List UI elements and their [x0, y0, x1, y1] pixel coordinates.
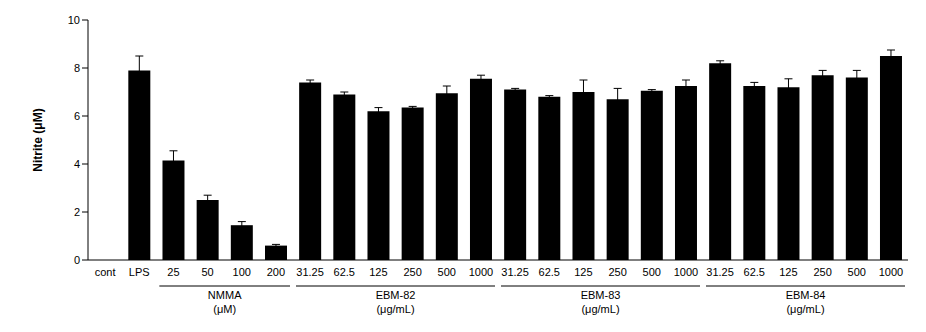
- svg-text:500: 500: [848, 266, 866, 278]
- svg-text:6: 6: [74, 110, 80, 122]
- svg-text:0: 0: [74, 254, 80, 266]
- svg-text:31.25: 31.25: [501, 266, 529, 278]
- svg-text:(μg/mL): (μg/mL): [581, 303, 619, 315]
- svg-text:250: 250: [608, 266, 626, 278]
- svg-text:(μM): (μM): [213, 303, 236, 315]
- svg-text:125: 125: [574, 266, 592, 278]
- svg-text:50: 50: [201, 266, 213, 278]
- svg-text:4: 4: [74, 158, 80, 170]
- svg-text:LPS: LPS: [129, 266, 150, 278]
- svg-text:(μg/mL): (μg/mL): [786, 303, 824, 315]
- svg-text:EBM-82: EBM-82: [376, 289, 416, 301]
- svg-text:EBM-84: EBM-84: [786, 289, 826, 301]
- svg-text:31.25: 31.25: [296, 266, 324, 278]
- svg-text:31.25: 31.25: [706, 266, 734, 278]
- svg-text:1000: 1000: [879, 266, 903, 278]
- svg-text:8: 8: [74, 62, 80, 74]
- svg-text:62.5: 62.5: [744, 266, 765, 278]
- svg-text:500: 500: [643, 266, 661, 278]
- svg-text:62.5: 62.5: [539, 266, 560, 278]
- svg-text:NMMA: NMMA: [208, 289, 242, 301]
- svg-text:200: 200: [267, 266, 285, 278]
- svg-text:2: 2: [74, 206, 80, 218]
- svg-text:EBM-83: EBM-83: [581, 289, 621, 301]
- svg-text:25: 25: [167, 266, 179, 278]
- svg-text:100: 100: [233, 266, 251, 278]
- svg-text:250: 250: [813, 266, 831, 278]
- svg-text:125: 125: [779, 266, 797, 278]
- svg-text:1000: 1000: [674, 266, 698, 278]
- svg-text:500: 500: [438, 266, 456, 278]
- svg-text:cont: cont: [95, 266, 116, 278]
- svg-text:1000: 1000: [469, 266, 493, 278]
- svg-text:62.5: 62.5: [334, 266, 355, 278]
- svg-text:250: 250: [403, 266, 421, 278]
- svg-text:10: 10: [68, 14, 80, 26]
- svg-text:125: 125: [369, 266, 387, 278]
- svg-text:(μg/mL): (μg/mL): [376, 303, 414, 315]
- svg-text:Nitrite (μM): Nitrite (μM): [31, 108, 45, 171]
